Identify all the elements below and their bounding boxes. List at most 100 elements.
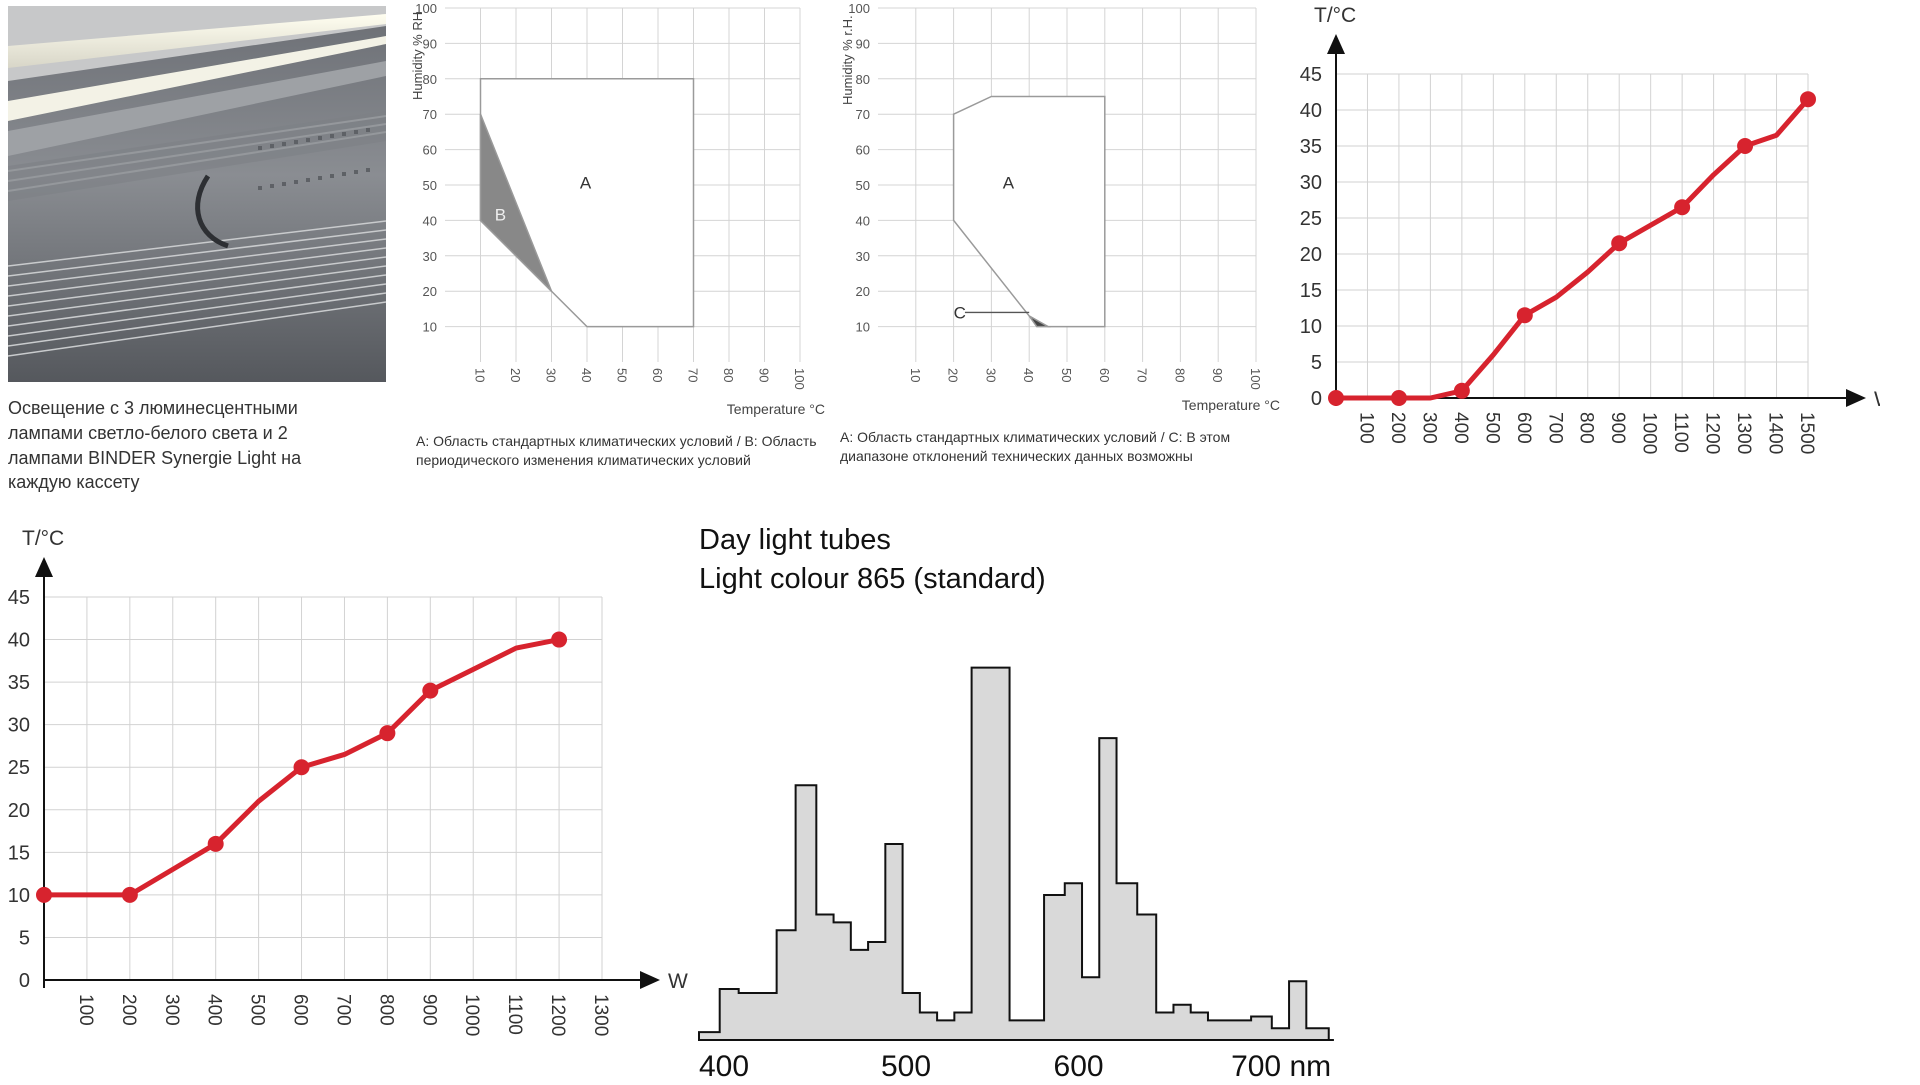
x-tick-label: 50 — [1059, 368, 1074, 382]
y-tick-label: 70 — [856, 107, 870, 122]
y-tick-label: 90 — [423, 36, 437, 51]
y-tick-label: 90 — [856, 36, 870, 51]
data-point — [1800, 91, 1816, 108]
x-axis-label: Temperature °C — [727, 401, 825, 417]
x-tick-label: 400 — [204, 994, 225, 1026]
y-tick-label: 30 — [423, 249, 437, 264]
x-tick-label: 20 — [508, 368, 523, 382]
data-point — [207, 835, 224, 852]
x-tick-label: 200 — [118, 994, 139, 1026]
x-tick-label: 800 — [1576, 412, 1597, 444]
x-tick-label: 1300 — [1733, 412, 1754, 454]
data-point — [1453, 382, 1470, 399]
temperature-power-chart-1500: 100 200 300 400 500 600 700 800 900 1000 1100 1200 1… — [1300, 0, 1894, 480]
x-tick-label: 90 — [757, 368, 772, 382]
y-tick-label: 50 — [856, 178, 870, 193]
data-point — [1516, 307, 1533, 324]
y-tick-label: 100 — [415, 1, 437, 16]
data-line — [1336, 97, 1810, 401]
y-axis-label: T/°C — [1314, 4, 1356, 27]
region-c — [1028, 315, 1051, 328]
temperature-power-svg: 100 200 300 400 500 600 700 800 900 1000 1100 1200 1… — [8, 527, 688, 1036]
region-b — [479, 113, 553, 292]
data-point — [121, 886, 138, 903]
data-point — [551, 631, 568, 648]
y-tick-label: 35 — [8, 672, 30, 694]
y-tick-label: 10 — [856, 320, 870, 335]
y-tick-label: 10 — [8, 885, 30, 907]
x-tick-label: 700 nm — [1231, 1050, 1331, 1080]
y-tick-label: 10 — [423, 320, 437, 335]
x-tick-label: 40 — [1021, 368, 1036, 382]
spectrum-title: Day light tubes — [699, 524, 891, 556]
x-tick-label: 10 — [473, 368, 488, 382]
region-b-label: B — [495, 205, 506, 224]
x-tick-label: 50 — [615, 368, 630, 382]
x-tick-label: 500 — [247, 994, 268, 1026]
x-tick-label: 1400 — [1765, 412, 1786, 454]
y-tick-label: 40 — [8, 630, 30, 652]
x-tick-label: 70 — [686, 368, 701, 382]
x-tick-label: 900 — [418, 994, 439, 1026]
y-tick-label: 5 — [1311, 352, 1322, 374]
humidity-chart-c: 10 20 30 40 50 60 70 80 90 100 10 20 30 40 50 60 70 80 90 1… — [838, 0, 1284, 420]
humidity-chart-svg: 10 20 30 40 50 60 70 80 90 100 10 20 30 40 50 60 70 80 90 1… — [840, 1, 1280, 413]
data-point — [1611, 235, 1628, 252]
light-spectrum-chart: Day light tubes Light colour 865 (standar… — [690, 515, 1350, 1083]
region-a-label: A — [1003, 174, 1015, 193]
x-tick-label: 400 — [699, 1050, 749, 1080]
y-tick-label: 35 — [1300, 136, 1322, 158]
y-tick-label: 30 — [8, 715, 30, 737]
x-tick-label: 1000 — [1639, 412, 1660, 454]
y-tick-label: 20 — [423, 284, 437, 299]
y-tick-label: 15 — [8, 842, 30, 864]
y-axis-label: Humidity % r.H. — [840, 15, 855, 105]
x-tick-label: 200 — [1387, 412, 1408, 444]
x-tick-label: 30 — [983, 368, 998, 382]
x-tick-label: 500 — [881, 1050, 931, 1080]
data-point — [1674, 199, 1691, 216]
x-tick-label: 300 — [161, 994, 182, 1026]
x-tick-label: 1300 — [590, 994, 611, 1036]
y-tick-label: 0 — [19, 970, 30, 992]
data-point — [379, 725, 396, 742]
x-tick-label: 1100 — [1670, 412, 1691, 453]
y-tick-label: 20 — [8, 800, 30, 822]
photo-caption: Освещение с 3 люминесцентными лампами св… — [8, 398, 302, 493]
x-tick-label: 500 — [1481, 412, 1502, 444]
x-tick-label: 600 — [1054, 1050, 1104, 1080]
incubator-illustration — [8, 6, 386, 382]
x-tick-label: 90 — [1210, 368, 1225, 382]
x-tick-label: 60 — [650, 368, 665, 382]
x-axis-label: W — [1874, 388, 1880, 411]
y-tick-label: 10 — [1300, 316, 1322, 338]
x-tick-label: 900 — [1607, 412, 1628, 444]
x-tick-label: 1000 — [461, 994, 482, 1036]
x-tick-label: 20 — [946, 368, 961, 382]
x-tick-label: 300 — [1418, 412, 1439, 444]
data-point — [36, 886, 52, 903]
x-tick-label: 600 — [1513, 412, 1534, 444]
y-tick-label: 20 — [1300, 244, 1322, 266]
x-tick-label: 100 — [75, 994, 96, 1026]
x-tick-label: 1200 — [1702, 412, 1723, 454]
y-tick-label: 60 — [856, 143, 870, 158]
x-axis-arrow — [1846, 389, 1866, 407]
y-axis-arrow — [1327, 34, 1345, 54]
x-tick-label: 1100 — [504, 994, 525, 1035]
x-tick-label: 100 — [1248, 368, 1263, 390]
x-tick-label: 70 — [1135, 368, 1150, 382]
y-tick-label: 100 — [848, 1, 870, 16]
x-axis-arrow — [640, 971, 660, 989]
y-tick-label: 25 — [1300, 208, 1322, 230]
x-tick-label: 60 — [1097, 368, 1112, 382]
spectrum-area — [698, 666, 1330, 1041]
humidity-chart-b: 10 20 30 40 50 60 70 80 90 100 10 20 30 40 50 60 70 80 90 1… — [410, 0, 840, 420]
y-tick-label: 0 — [1311, 388, 1322, 410]
y-tick-label: 30 — [1300, 172, 1322, 194]
data-point — [293, 759, 310, 776]
region-a — [952, 95, 1106, 328]
y-tick-label: 40 — [1300, 100, 1322, 122]
y-tick-label: 50 — [423, 178, 437, 193]
y-tick-label: 60 — [423, 143, 437, 158]
